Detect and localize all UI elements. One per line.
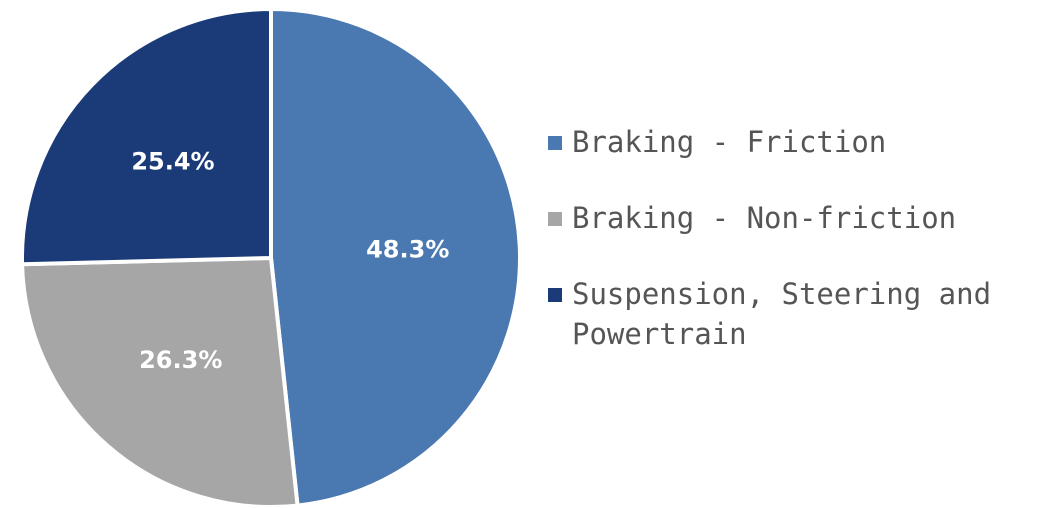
value-label: 48.3% — [366, 236, 449, 264]
legend-swatch — [548, 136, 562, 150]
legend-label: Suspension, Steering and Powertrain — [572, 277, 992, 351]
legend-swatch — [548, 212, 562, 226]
legend-item: Suspension, Steering and Powertrain — [548, 274, 1028, 354]
pie-slice — [20, 255, 300, 508]
value-label: 26.3% — [139, 346, 222, 374]
chart: 48.3% 26.3% 25.4% — [20, 6, 523, 508]
legend: Braking - Friction Braking - Non-friction… — [548, 122, 1028, 390]
legend-swatch — [548, 288, 562, 302]
pie-slice — [269, 6, 523, 508]
legend-label: Braking - Friction — [572, 125, 887, 159]
legend-item: Braking - Friction — [548, 122, 1028, 162]
legend-label: Braking - Non-friction — [572, 201, 957, 235]
value-label: 25.4% — [131, 147, 214, 175]
legend-item: Braking - Non-friction — [548, 198, 1028, 238]
pie-slice — [20, 6, 273, 267]
